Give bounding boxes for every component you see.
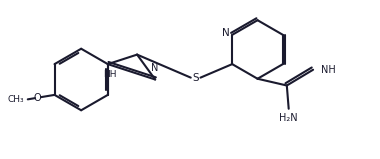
Text: NH: NH (321, 65, 336, 75)
Text: CH₃: CH₃ (8, 95, 25, 104)
Text: N: N (152, 63, 159, 73)
Text: O: O (34, 93, 41, 103)
Text: NH: NH (103, 70, 116, 80)
Text: N: N (222, 28, 229, 38)
Text: H₂N: H₂N (279, 113, 298, 123)
Text: S: S (192, 73, 199, 83)
